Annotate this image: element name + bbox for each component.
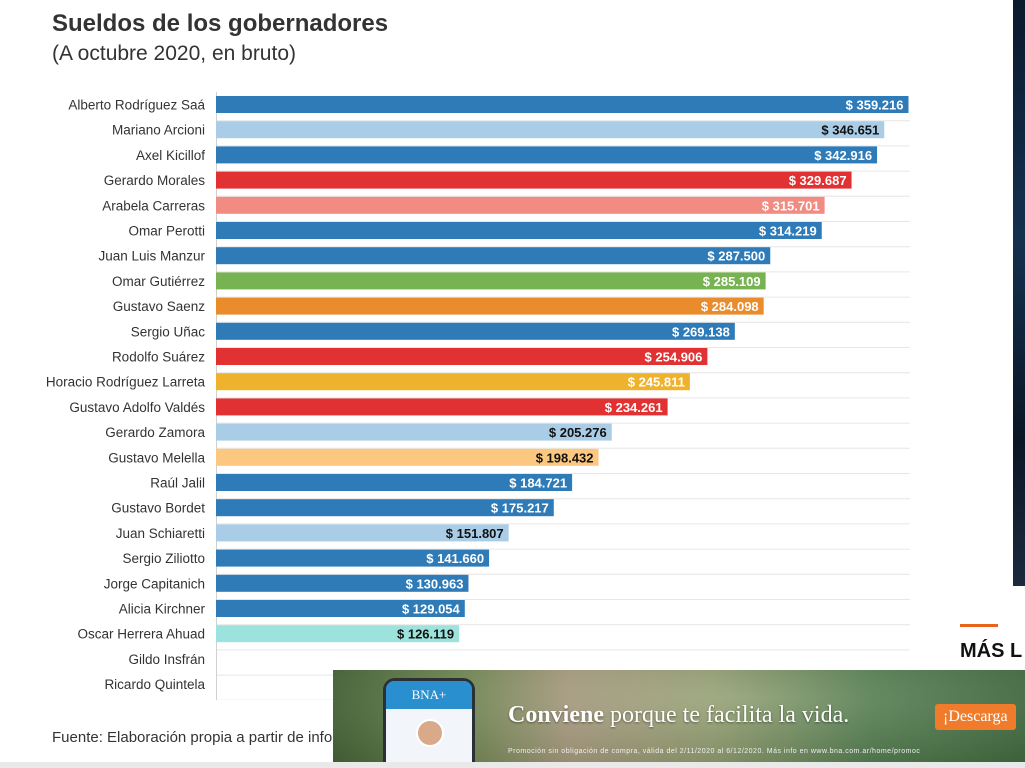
value-label: $ 284.098	[701, 299, 759, 314]
bar	[216, 222, 822, 239]
phone-avatar	[416, 719, 444, 747]
bar	[216, 398, 668, 416]
chart-subtitle: (A octubre 2020, en bruto)	[52, 42, 296, 65]
bar	[216, 297, 764, 315]
bar	[216, 448, 599, 466]
mas-leidas-heading: MÁS L	[960, 640, 1023, 662]
category-label: Juan Schiaretti	[116, 526, 205, 541]
category-label: Gustavo Melella	[108, 450, 205, 465]
category-label: Mariano Arcioni	[112, 123, 205, 138]
value-label: $ 141.660	[426, 551, 484, 566]
section-accent-rule	[960, 624, 998, 627]
ad-download-button[interactable]: ¡Descarga	[935, 704, 1016, 730]
bar	[216, 196, 825, 214]
value-label: $ 329.687	[789, 173, 847, 188]
value-label: $ 198.432	[536, 450, 594, 465]
bar	[216, 96, 909, 113]
value-label: $ 287.500	[707, 249, 765, 264]
bar	[216, 524, 509, 542]
value-label: $ 245.811	[628, 375, 685, 390]
bar	[216, 322, 735, 340]
value-label: $ 151.807	[446, 526, 504, 541]
bar	[216, 272, 766, 290]
value-label: $ 359.216	[846, 98, 904, 113]
category-label: Omar Perotti	[128, 224, 205, 239]
category-label: Oscar Herrera Ahuad	[77, 627, 205, 642]
category-label: Axel Kicillof	[136, 148, 205, 163]
bar	[216, 373, 690, 391]
gridlines	[216, 92, 910, 700]
adjacent-page-edge	[1013, 0, 1025, 586]
category-label: Arabela Carreras	[102, 198, 205, 213]
value-label: $ 130.963	[406, 576, 464, 591]
value-label: $ 205.276	[549, 425, 607, 440]
bar	[216, 574, 469, 592]
bar	[216, 121, 885, 139]
bar	[216, 474, 573, 491]
category-label: Jorge Capitanich	[104, 576, 205, 591]
bar	[216, 625, 460, 643]
bar	[216, 499, 554, 517]
bna-ad-banner[interactable]: BNA+ Conviene porque te facilita la vida…	[333, 670, 1025, 762]
category-label: Ricardo Quintela	[104, 677, 205, 692]
bar	[216, 171, 852, 189]
category-label: Gustavo Adolfo Valdés	[69, 400, 205, 415]
source-note: Fuente: Elaboración propia a partir de i…	[52, 729, 338, 746]
value-label: $ 254.906	[645, 350, 703, 365]
ad-fine-print: Promoción sin obligación de compra, váli…	[508, 748, 921, 755]
category-label: Gildo Insfrán	[128, 652, 205, 667]
bar	[216, 549, 490, 567]
value-label: $ 126.119	[397, 627, 454, 642]
bar	[216, 247, 771, 265]
category-label: Sergio Uñac	[131, 324, 206, 339]
bar	[216, 146, 878, 164]
bar	[216, 600, 465, 617]
category-label: Alicia Kirchner	[119, 602, 206, 617]
category-label: Juan Luis Manzur	[98, 249, 205, 264]
category-label: Gustavo Bordet	[111, 501, 205, 516]
category-label: Gerardo Morales	[104, 173, 206, 188]
value-label: $ 342.916	[814, 148, 872, 163]
ad-slogan-rest: porque te facilita la vida.	[604, 702, 850, 728]
value-label: $ 315.701	[762, 198, 820, 213]
bar	[216, 423, 612, 441]
page-bottom-border	[0, 762, 1025, 768]
bars	[216, 96, 909, 643]
bar	[216, 348, 708, 365]
value-label: $ 346.651	[821, 123, 879, 138]
value-label: $ 314.219	[759, 224, 817, 239]
category-label: Gerardo Zamora	[105, 425, 205, 440]
value-label: $ 175.217	[491, 501, 549, 516]
category-label: Horacio Rodríguez Larreta	[46, 375, 206, 390]
phone-mockup: BNA+	[383, 678, 475, 762]
category-label: Omar Gutiérrez	[112, 274, 205, 289]
category-label: Gustavo Saenz	[113, 299, 206, 314]
category-label: Alberto Rodríguez Saá	[68, 98, 205, 113]
category-label: Sergio Ziliotto	[122, 551, 205, 566]
value-label: $ 234.261	[605, 400, 663, 415]
chart-title: Sueldos de los gobernadores	[52, 10, 389, 37]
value-label: $ 285.109	[703, 274, 761, 289]
ad-slogan-bold: Conviene	[508, 702, 604, 728]
ad-slogan: Conviene porque te facilita la vida.	[508, 702, 849, 729]
phone-brand: BNA+	[386, 681, 472, 709]
category-labels: Alberto Rodríguez Saá Mariano Arcioni Axel…	[46, 98, 206, 693]
value-label: $ 269.138	[672, 324, 730, 339]
value-label: $ 129.054	[402, 602, 461, 617]
category-label: Rodolfo Suárez	[112, 350, 205, 365]
salary-bar-chart: Alberto Rodríguez Saá Mariano Arcioni Axel…	[46, 92, 910, 700]
value-labels: $ 359.216 $ 346.651 $ 342.916 $ 329.687 $ 31…	[397, 98, 903, 642]
value-label: $ 184.721	[509, 476, 567, 491]
category-label: Raúl Jalil	[150, 476, 205, 491]
